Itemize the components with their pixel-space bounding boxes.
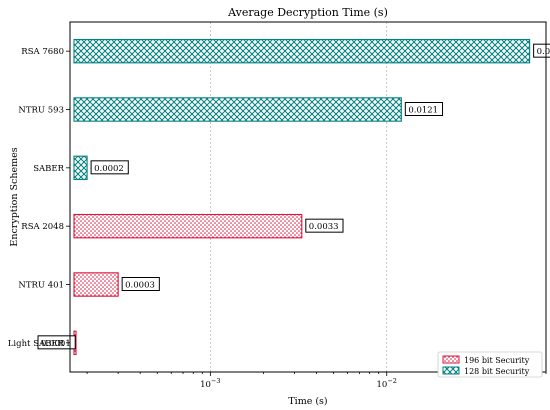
bar-ntru-401: [73, 272, 119, 297]
y-axis-label: Encryption Schemes: [9, 147, 20, 246]
value-label: 0.0646: [537, 47, 550, 57]
y-tick-label: RSA 7680: [21, 47, 64, 57]
value-label: 0.0033: [309, 222, 339, 232]
value-label: 0.0002: [94, 164, 124, 174]
y-tick-label: SABER: [33, 164, 64, 174]
value-label-box: [404, 102, 444, 116]
legend-swatch-196: [442, 355, 460, 364]
chart-title: Average Decryption Time (s): [227, 6, 388, 19]
x-tick-label: 10−3: [200, 377, 220, 390]
x-tick-label: 10−2: [377, 377, 397, 390]
y-tick-label: NTRU 593: [18, 106, 64, 116]
value-label-box: [305, 218, 344, 233]
y-tick-label: NTRU 401: [18, 281, 64, 291]
bar-saber: [73, 155, 88, 181]
legend-label-128: 128 bit Security: [464, 367, 530, 376]
value-label: 0.0001: [41, 339, 71, 349]
grid-lines: [210, 22, 388, 372]
bar-ntru-593: [73, 97, 402, 122]
y-tick-labels: RSA 7680 NTRU 593 SABER RSA 2048 NTRU 401 Lig…: [8, 47, 70, 349]
bar-rsa-7680: [73, 38, 531, 64]
y-tick-label: Light SABER: [8, 339, 65, 349]
bar-rsa-2048: [73, 213, 303, 239]
x-axis-label: Time (s): [288, 396, 327, 407]
legend-swatch-128: [442, 366, 460, 375]
value-label-box: [121, 277, 160, 291]
legend-box: [437, 351, 543, 378]
value-label-box: [37, 335, 76, 350]
plot-frame: [69, 21, 547, 373]
value-label: 0.0003: [125, 281, 155, 291]
value-label-box: [90, 160, 129, 175]
bars: 0.0646 0.0121 0.0002 0.0033 0.0003 0.0001: [37, 38, 550, 356]
value-label: 0.0121: [408, 106, 438, 116]
legend: 196 bit Security 128 bit Security: [437, 351, 543, 378]
y-tick-label: RSA 2048: [21, 222, 64, 232]
legend-label-196: 196 bit Security: [464, 356, 530, 365]
